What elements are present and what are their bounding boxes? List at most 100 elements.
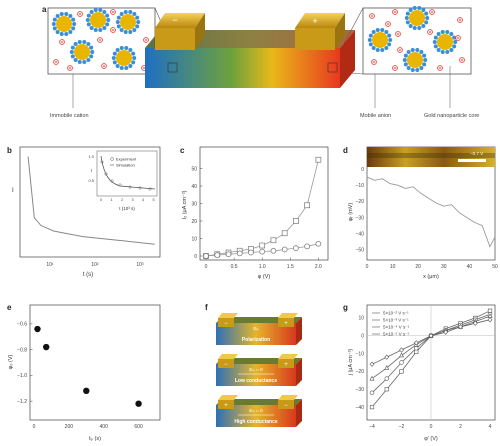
gold-core (74, 44, 90, 60)
panel-c-circle-point (270, 247, 277, 254)
svg-text:−: − (284, 403, 288, 409)
immobile-cation (93, 8, 98, 13)
panel-g-marker (443, 329, 449, 335)
panel-c-xtick: 1.0 (259, 264, 266, 270)
panel-b-xlabel: t (s) (83, 272, 93, 278)
immobile-cation (82, 59, 87, 64)
svg-text:−: − (224, 321, 228, 327)
immobile-cation (132, 56, 137, 60)
mobile-anion (427, 29, 433, 35)
nanoparticle-cluster-left (51, 8, 149, 71)
mobile-anion (395, 31, 401, 37)
immobile-cation (417, 6, 422, 11)
panel-g-marker (384, 365, 390, 370)
panel-a: a − + (42, 5, 479, 119)
gold-core (116, 50, 132, 66)
mobile-anion (59, 39, 65, 45)
immobile-cation (445, 30, 450, 35)
panel-f-caption: Low conductance (235, 378, 277, 384)
panel-b-current-curve (27, 156, 155, 245)
immobile-cation (105, 13, 110, 18)
panel-c-label: c (180, 146, 185, 155)
immobile-cation (90, 50, 95, 54)
immobile-cation (59, 12, 64, 17)
immobile-cation (368, 42, 373, 47)
mobile-anion (77, 11, 83, 17)
panel-c-xtick: 2.0 (315, 264, 322, 270)
panel-d-ytick: −40 (356, 232, 365, 238)
legend-mobile-anion: Mobile anion (360, 113, 391, 119)
immobile-cation (415, 67, 420, 72)
panel-b-inset-xtick: 4 (142, 198, 144, 202)
panel-e-data-point (43, 343, 50, 351)
panel-c-circle-point (315, 240, 322, 247)
panel-c-ytick: 30 (191, 201, 197, 207)
panel-c-ytick: 20 (191, 219, 197, 225)
panel-d-xtick: 0 (366, 264, 369, 270)
panel-e-ytick: −1.0 (17, 373, 27, 379)
immobile-cation (415, 48, 420, 53)
panel-f-device (216, 405, 296, 427)
immobile-cation (86, 42, 91, 47)
device-3d: − + (145, 13, 355, 88)
panel-b-inset-legend-simulation: Simulation (116, 163, 135, 168)
panel-b-inset-ytick-0: 1.0 (88, 154, 94, 159)
immobile-cation (123, 29, 128, 34)
panel-g-ylabel: j (μA cm⁻²) (348, 349, 354, 377)
immobile-cation (433, 44, 438, 49)
immobile-cation (111, 56, 116, 60)
gold-core (409, 10, 425, 26)
panel-e-data-point (135, 400, 142, 407)
immobile-cation (77, 40, 82, 45)
panel-c-ytick: 40 (191, 184, 197, 190)
panel-f-caption: Polarization (242, 337, 270, 343)
immobile-cation (384, 45, 389, 50)
panel-f-electrode-right (278, 359, 294, 368)
immobile-cation (445, 49, 450, 54)
panel-b-inset-xtick: 5 (152, 198, 154, 202)
immobile-cation (387, 33, 392, 38)
immobile-cation (408, 23, 413, 28)
panel-b-inset-ylabel: I (91, 168, 92, 173)
panel-d-potential-curve (366, 176, 496, 248)
panel-f-electrode-left (218, 400, 234, 409)
panel-d-xlabel: x (μm) (423, 274, 439, 280)
panel-c: c I₂ (μA cm⁻²) φ (V) 0 10 20 30 40 50 0 0.5 1.0… (180, 146, 329, 280)
device-body (145, 48, 340, 88)
svg-text:+: + (224, 403, 228, 409)
immobile-cation (131, 51, 136, 56)
panel-c-square-point (293, 218, 299, 224)
panel-f-stage-0: − + Eₚ Polarization (216, 313, 302, 345)
mobile-anion (67, 65, 73, 71)
immobile-cation (419, 50, 424, 55)
immobile-cation (72, 22, 77, 26)
panel-e-ytick: −0.6 (17, 322, 27, 328)
electrode-right-sign: + (312, 16, 317, 26)
immobile-cation (102, 10, 107, 15)
immobile-cation (71, 26, 76, 31)
immobile-cation (68, 14, 73, 19)
panel-c-circle-point (248, 249, 254, 256)
panel-c-circle-point (281, 246, 288, 253)
panel-e-data-point (83, 387, 90, 395)
immobile-cation (89, 54, 94, 59)
mobile-anion (143, 37, 149, 43)
immobile-cation (452, 35, 457, 40)
gold-core (372, 32, 388, 48)
immobile-cation (405, 20, 410, 25)
inset-experiment-point (148, 187, 152, 191)
panel-b-inset-legend-experiment: Experiment (116, 157, 137, 162)
immobile-cation (123, 10, 128, 15)
immobile-cation (402, 58, 407, 62)
panel-e-xtick: 0 (33, 424, 36, 430)
panel-c-ytick: 10 (191, 236, 197, 242)
mobile-anion (392, 9, 398, 15)
panel-f-electrode-right (278, 318, 294, 327)
panel-b-xtick-0: 10¹ (46, 262, 54, 268)
panel-g-marker (399, 347, 404, 353)
immobile-cation (436, 47, 441, 52)
immobile-cation (424, 11, 429, 16)
immobile-cation (403, 62, 408, 67)
immobile-cation (106, 18, 111, 22)
